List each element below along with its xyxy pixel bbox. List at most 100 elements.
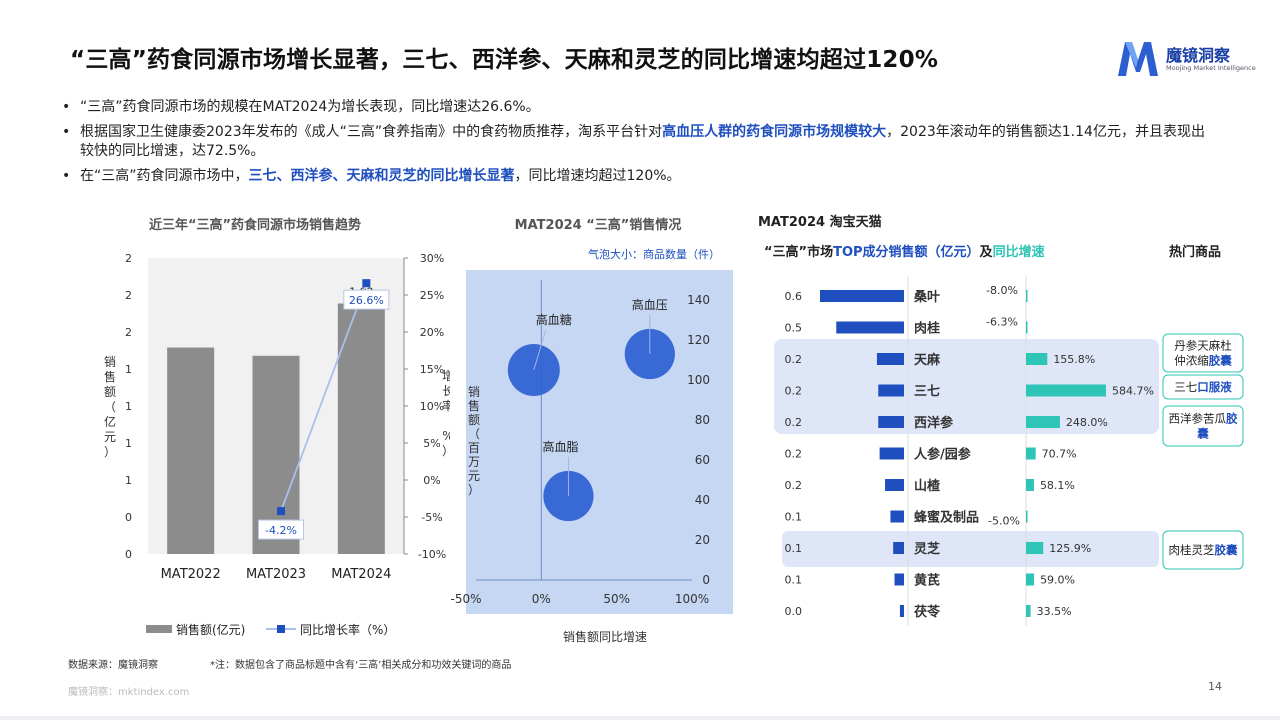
y-axis-label-char: 售 bbox=[468, 398, 480, 413]
bullet-text: 在“三高”药食同源市场中， bbox=[80, 168, 249, 184]
category-label: 蜂蜜及制品 bbox=[914, 510, 979, 526]
sales-bar bbox=[885, 479, 904, 491]
category-label: 西洋参 bbox=[914, 415, 954, 431]
growth-data-label: 26.6% bbox=[349, 294, 384, 307]
hot-product-char: 西 bbox=[1169, 412, 1181, 426]
highlight-text: 高血压人群的药食同源市场规模较大 bbox=[662, 124, 887, 140]
sales-bar bbox=[876, 353, 904, 365]
highlight-group bbox=[774, 339, 1159, 434]
y2-tick-label: 10% bbox=[420, 400, 444, 413]
footnote: *注：数据包含了商品标题中含有‘三高’相关成分和功效关键词的商品 bbox=[210, 660, 512, 671]
sales-trend-chart: 近三年“三高”药食同源市场销售趋势 0 0 1 1 1 1 2 2 2 -10% -5% 0% 5% 10%… bbox=[104, 217, 450, 637]
hot-product-box bbox=[1162, 333, 1244, 373]
y-axis-label-char: 元 bbox=[104, 430, 116, 444]
footer-url: 魔镜洞察：mktindex.com bbox=[68, 687, 190, 698]
legend-bar-swatch bbox=[146, 625, 172, 633]
y-axis-label-char: 元 bbox=[468, 469, 480, 483]
hot-product-char: 瓜 bbox=[1215, 412, 1227, 426]
hot-product-char: 参 bbox=[1192, 412, 1204, 426]
growth-bar bbox=[1026, 353, 1048, 365]
y-tick-label: 0 bbox=[702, 573, 710, 587]
summary-bullet: “三高”药食同源市场的规模在MAT2024为增长表现，同比增速达26.6%。 bbox=[62, 98, 1212, 117]
sales-data-label: 0.1 bbox=[785, 511, 803, 524]
sales-bar bbox=[820, 290, 904, 302]
chart-subtitle: “三高”市场TOP成分销售额（亿元）及同比增速 bbox=[764, 244, 1045, 260]
hot-product-char: 天 bbox=[1197, 339, 1209, 353]
y-axis-label-char: ） bbox=[104, 445, 116, 459]
bullet-text: 根据国家卫生健康委2023年发布的《成人“三高”食养指南》中的食药物质推荐，淘系… bbox=[80, 124, 663, 140]
y-axis-label-char: ） bbox=[468, 483, 480, 497]
hot-product-char: 丹 bbox=[1174, 339, 1186, 353]
y2-axis-label-char: （ bbox=[442, 414, 450, 428]
category-label: 人参/园参 bbox=[914, 447, 972, 463]
y-axis-label-char: 销 bbox=[468, 385, 480, 399]
growth-line bbox=[280, 282, 368, 512]
chart-title: 近三年“三高”药食同源市场销售趋势 bbox=[149, 217, 361, 233]
growth-data-label: 70.7% bbox=[1042, 448, 1077, 461]
y-tick-label: 0 bbox=[125, 548, 132, 561]
growth-point bbox=[362, 279, 371, 288]
summary-bullet: 在“三高”药食同源市场中，三七、西洋参、天麻和灵芝的同比增长显著，同比增速均超过… bbox=[62, 167, 1212, 186]
hot-product-char: 囊 bbox=[1225, 543, 1238, 557]
y-axis-label-char: 额 bbox=[104, 385, 116, 399]
hot-product-box bbox=[1162, 405, 1244, 447]
hot-product-char: 三 bbox=[1174, 380, 1186, 394]
summary-bullets: “三高”药食同源市场的规模在MAT2024为增长表现，同比增速达26.6%。根据… bbox=[62, 98, 1212, 192]
y-tick-label: 2 bbox=[125, 326, 132, 339]
y-tick-label: 1 bbox=[125, 400, 132, 413]
hot-product-char: 服 bbox=[1209, 380, 1221, 394]
hot-product-text: 西洋参苦瓜胶 bbox=[1169, 412, 1239, 426]
y2-axis-label-char: % bbox=[442, 429, 450, 443]
y-tick-label: 0 bbox=[125, 511, 132, 524]
hot-product-text: 丹参天麻杜 bbox=[1174, 339, 1232, 353]
category-label: 桑叶 bbox=[913, 289, 940, 305]
hot-product-char: 苦 bbox=[1203, 412, 1215, 426]
hot-product-char: 灵 bbox=[1192, 543, 1204, 557]
y-axis-label-char: （ bbox=[468, 427, 480, 441]
x-axis-label: 销售额同比增速 bbox=[563, 629, 647, 644]
plot-background bbox=[466, 270, 733, 614]
sales-data-label: 0.2 bbox=[785, 448, 803, 461]
y2-tick-label: 25% bbox=[420, 289, 444, 302]
hot-product-char: 胶 bbox=[1215, 543, 1227, 557]
bubble bbox=[507, 344, 560, 396]
subtitle-part: 同比增速 bbox=[993, 244, 1045, 260]
growth-label-box bbox=[258, 519, 304, 540]
hot-product-text: 三七口服液 bbox=[1174, 380, 1232, 394]
category-label: 茯苓 bbox=[914, 604, 941, 620]
legend-line-label: 同比增长率（%） bbox=[300, 622, 395, 637]
subtitle-part: 及 bbox=[980, 245, 994, 260]
hot-product-box bbox=[1162, 374, 1244, 400]
y2-tick-label: -10% bbox=[418, 548, 446, 561]
bullet-text: ，同比增速均超过120%。 bbox=[514, 168, 681, 184]
growth-data-label: -4.2% bbox=[265, 524, 297, 537]
hot-product-char: 参 bbox=[1186, 339, 1198, 353]
growth-bar bbox=[1026, 384, 1106, 397]
category-label: 灵芝 bbox=[914, 541, 940, 557]
category-label: 黄芪 bbox=[914, 573, 940, 589]
y2-tick-label: 5% bbox=[423, 437, 440, 450]
growth-data-label: 584.7% bbox=[1112, 385, 1154, 398]
growth-bar bbox=[1026, 290, 1028, 302]
hot-product-text: 囊 bbox=[1196, 427, 1209, 441]
hot-product-char: 囊 bbox=[1196, 427, 1209, 441]
growth-bar bbox=[1026, 416, 1060, 428]
growth-bar bbox=[1026, 573, 1035, 586]
data-source: 数据来源：魔镜洞察 bbox=[68, 660, 158, 671]
highlight-row bbox=[782, 531, 1159, 567]
y-tick-label: 40 bbox=[695, 493, 710, 507]
sales-data-label: 0.2 bbox=[785, 353, 803, 366]
y-tick-label: 120 bbox=[687, 333, 710, 347]
y-tick-label: 2 bbox=[125, 252, 132, 265]
hot-product-char: 仲 bbox=[1174, 354, 1186, 368]
sales-bar bbox=[879, 447, 904, 460]
logo-m-icon bbox=[1118, 42, 1158, 76]
hot-product-char: 浓 bbox=[1186, 354, 1198, 368]
y-tick-label: 100 bbox=[687, 373, 710, 387]
hot-product-char: 液 bbox=[1220, 380, 1232, 394]
growth-bar bbox=[1026, 447, 1036, 460]
y-axis-label-char: 百 bbox=[468, 441, 480, 455]
x-tick-label: 0% bbox=[532, 592, 551, 606]
top-ingredients-chart: MAT2024 淘宝天猫 “三高”市场TOP成分销售额（亿元）及同比增速 热门商品 0… bbox=[758, 214, 1244, 626]
chart-subtitle: 气泡大小：商品数量（件） bbox=[588, 247, 720, 261]
